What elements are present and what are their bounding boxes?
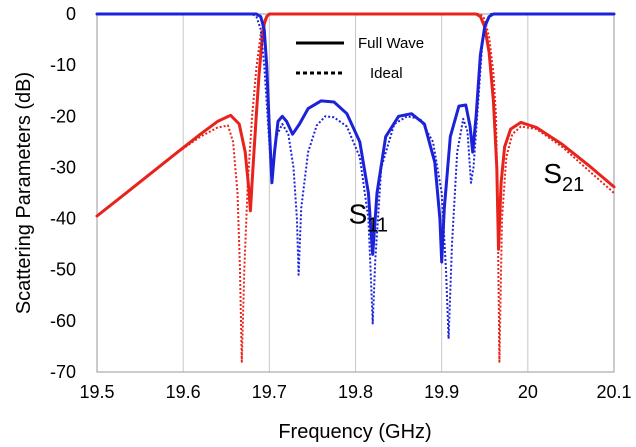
x-tick-label: 19.6 (166, 382, 201, 402)
x-tick-label: 19.8 (338, 382, 373, 402)
y-tick-label: -30 (50, 157, 76, 177)
y-axis-title: Scattering Parameters (dB) (13, 72, 35, 314)
x-tick-label: 19.5 (79, 382, 114, 402)
series-layer (95, 12, 616, 363)
x-tick-label: 19.7 (252, 382, 287, 402)
legend-label-full-wave: Full Wave (358, 35, 424, 52)
y-tick-label: -10 (50, 55, 76, 75)
x-axis-title: Frequency (GHz) (278, 421, 431, 443)
x-tick-label: 20 (518, 382, 538, 402)
x-tick-label: 19.9 (424, 382, 459, 402)
y-tick-label: -50 (50, 260, 76, 280)
annotation-s21: S21 (543, 158, 584, 196)
y-axis-tick-labels: 0 -10 -20 -30 -40 -50 -60 -70 (50, 4, 76, 382)
y-tick-label: -20 (50, 106, 76, 126)
y-tick-label: -40 (50, 209, 76, 229)
y-tick-label: 0 (66, 4, 76, 24)
y-tick-label: -70 (50, 362, 76, 382)
legend: Full Wave Ideal (296, 35, 424, 82)
x-tick-label: 20.1 (596, 382, 631, 402)
series-line-s11-full-wave (95, 12, 616, 264)
grid-lines (96, 14, 615, 372)
annotations: S11 S21 (349, 158, 585, 237)
y-tick-label: -60 (50, 311, 76, 331)
series-line-s21-ideal (96, 13, 615, 363)
legend-label-ideal: Ideal (370, 65, 403, 82)
annotation-s11: S11 (349, 199, 388, 237)
x-axis-tick-labels: 19.5 19.6 19.7 19.8 19.9 20 20.1 (79, 382, 631, 402)
